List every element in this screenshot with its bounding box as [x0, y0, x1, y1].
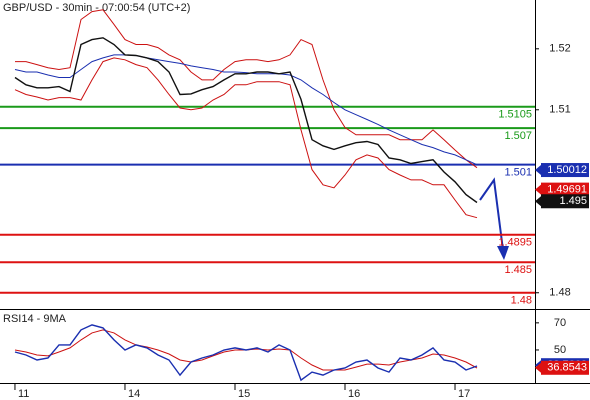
level-label: 1.5105 — [498, 109, 532, 121]
level-label: 1.485 — [504, 264, 532, 276]
level-label: 1.501 — [504, 167, 532, 179]
price-box — [541, 163, 589, 178]
series-line — [15, 9, 478, 169]
price-box-label: 1.49691 — [547, 184, 587, 196]
rsi-title: RSI14 - 9MA — [3, 313, 67, 325]
series-line — [14, 54, 478, 166]
forecast-arrow — [479, 177, 504, 251]
x-tick-label: 16 — [348, 388, 360, 400]
price-pointer — [535, 362, 541, 373]
series-line — [14, 57, 478, 219]
price-box-label: 36.8543 — [547, 362, 587, 374]
level-label: 1.48 — [511, 295, 532, 307]
chart-title: GBP/USD - 30min - 07:00:54 (UTC+2) — [3, 2, 190, 14]
x-tick-label: 14 — [128, 388, 140, 400]
y-tick-label: 70 — [554, 317, 566, 329]
price-pointer — [535, 165, 541, 176]
price-pointer — [535, 196, 541, 207]
forecast-arrow-head — [497, 246, 509, 260]
x-tick-label: 17 — [458, 388, 470, 400]
series-line — [14, 37, 478, 204]
y-tick-label: 1.48 — [549, 287, 570, 299]
price-box — [541, 194, 589, 209]
price-box — [541, 360, 589, 375]
series-line — [14, 324, 478, 382]
x-tick-label: 15 — [238, 388, 250, 400]
y-tick-label: 1.52 — [549, 43, 570, 55]
x-tick-label: 11 — [18, 388, 29, 400]
price-box-label: 1.50012 — [547, 164, 587, 176]
y-tick-label: 50 — [554, 344, 566, 356]
price-box — [541, 182, 589, 197]
y-tick-label: 1.51 — [549, 104, 570, 116]
level-label: 1.507 — [504, 130, 532, 142]
price-box-label: 1.495 — [559, 195, 587, 207]
price-pointer — [535, 184, 541, 195]
level-label: 1.4895 — [498, 237, 532, 249]
